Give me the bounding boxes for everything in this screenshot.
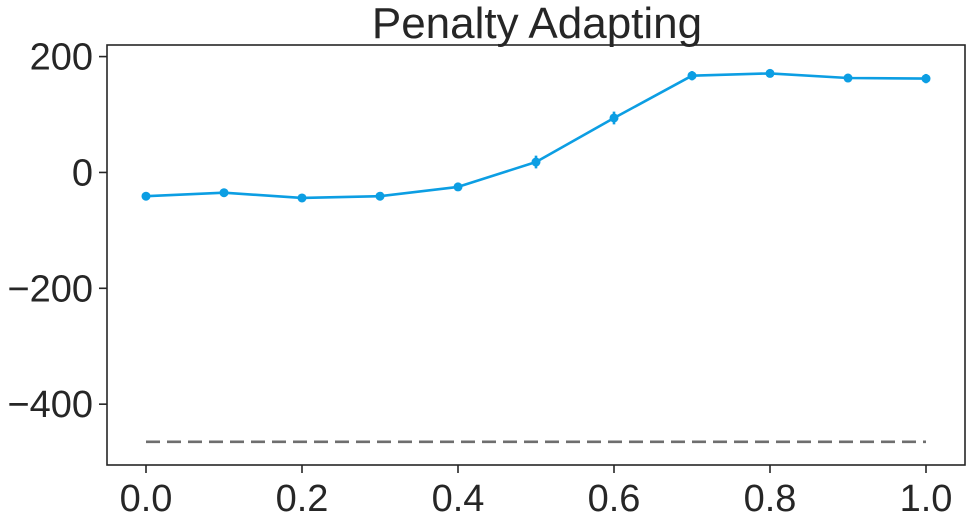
y-tick-label: 0	[72, 152, 93, 194]
data-point	[921, 74, 931, 84]
series-line	[145, 72, 927, 200]
data-point	[843, 73, 853, 83]
series-layer	[141, 68, 931, 444]
x-tick-label: 0.0	[120, 478, 173, 517]
plot-area-frame	[106, 44, 966, 466]
x-tick-label: 0.6	[588, 478, 641, 517]
y-axis: 200 0 −200 −400	[7, 37, 107, 426]
data-point	[531, 157, 541, 167]
data-point	[297, 193, 307, 203]
data-point	[687, 71, 697, 81]
chart-title: Penalty Adapting	[372, 0, 702, 48]
x-tick-label: 0.2	[276, 478, 329, 517]
y-tick-label: −400	[7, 384, 93, 426]
x-tick-label: 0.4	[432, 478, 485, 517]
main-series	[141, 68, 931, 203]
data-point	[765, 68, 775, 78]
data-point	[375, 191, 385, 201]
data-point	[219, 188, 229, 198]
x-axis: 0.0 0.2 0.4 0.6 0.8 1.0	[120, 465, 953, 517]
x-tick-label: 1.0	[900, 478, 953, 517]
x-tick-label: 0.8	[744, 478, 797, 517]
y-tick-label: 200	[30, 37, 93, 79]
data-point	[453, 182, 463, 192]
y-tick-label: −200	[7, 268, 93, 310]
data-point	[609, 113, 619, 123]
data-point	[141, 191, 151, 201]
